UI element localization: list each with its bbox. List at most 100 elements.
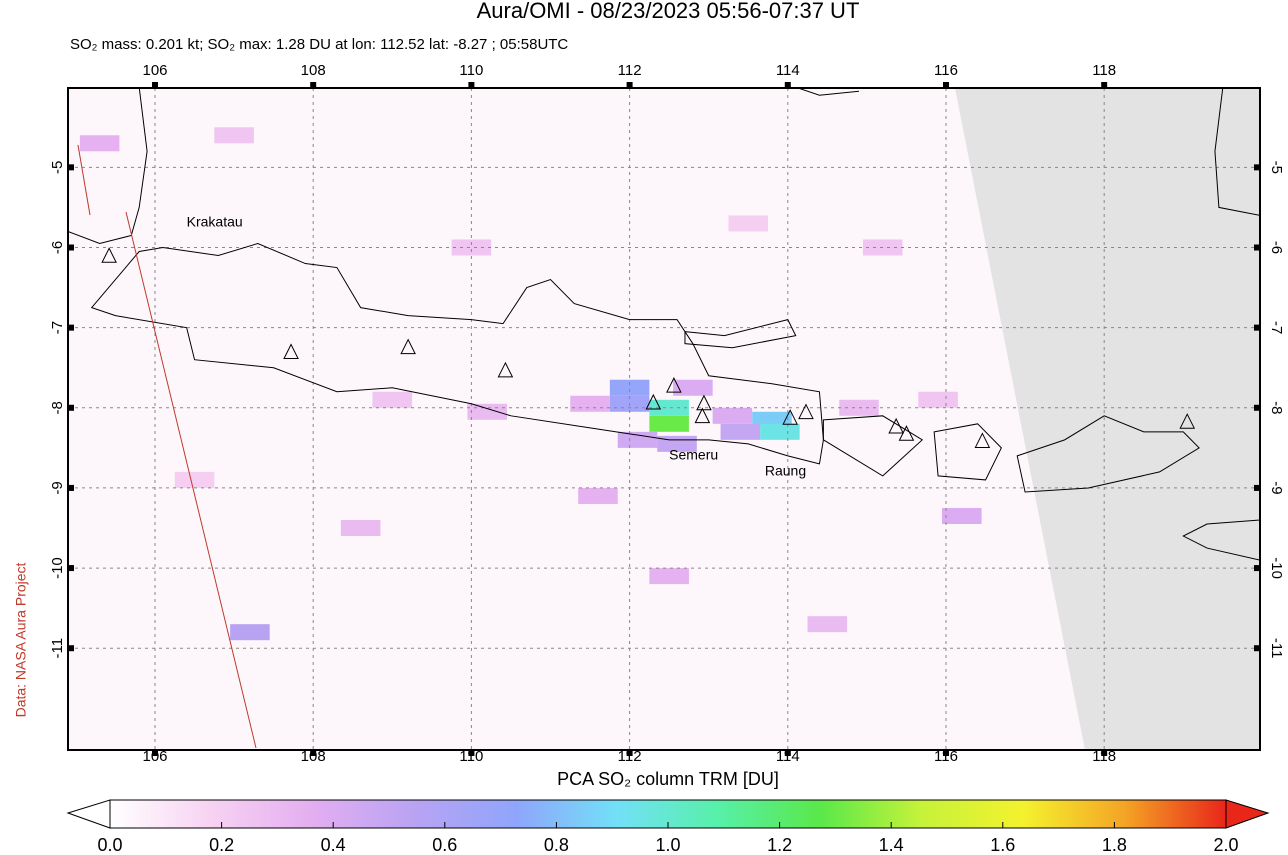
y-tick-label: -9 [1268, 481, 1285, 494]
volcano-marker [1179, 413, 1196, 429]
volcano-label: Semeru [669, 447, 718, 463]
volcano-marker [694, 407, 711, 424]
colorbar-tick-label: 0.8 [544, 835, 569, 855]
axes: 106 106 108 108 110 110 112 112 114 114 116 116 118 1… [49, 62, 1285, 765]
so2-pixel [649, 399, 689, 416]
coast-sumatra [68, 87, 147, 243]
y-tick-label: -10 [49, 557, 66, 579]
x-tick-label: 114 [776, 748, 800, 765]
y-tick-label: -9 [49, 481, 66, 494]
volcano-marker [696, 394, 712, 411]
so2-pixel [673, 379, 713, 396]
colorbar-tick-label: 0.6 [432, 835, 457, 855]
x-tick-label: 110 [459, 748, 483, 765]
volcano-marker [898, 425, 915, 441]
coast-madura [685, 320, 796, 348]
title: Aura/OMI - 08/23/2023 05:56-07:37 UT [477, 0, 860, 23]
colorbar-tick-label: 0.0 [97, 835, 122, 855]
y-tick-label: -7 [1268, 321, 1285, 334]
so2-pixel [712, 407, 753, 424]
so2-pixel [174, 471, 215, 488]
y-tick-label: -10 [1268, 557, 1285, 579]
colorbar-tick-label: 1.0 [655, 835, 680, 855]
x-tick-label: 112 [618, 748, 642, 765]
coast-java [92, 243, 824, 463]
so2-pixel [617, 431, 658, 448]
volcano-marker [101, 247, 117, 263]
so2-pixel [728, 215, 769, 232]
volcano-marker [974, 432, 991, 448]
x-tick-label: 108 [301, 748, 326, 765]
orbit-edge [125, 211, 257, 749]
so2-pixel [649, 568, 689, 585]
y-tick-label: -7 [49, 321, 66, 334]
so2-pixel [807, 616, 848, 633]
so2-pixel [942, 507, 982, 524]
x-tick-label: 112 [618, 62, 642, 79]
coast-kalimantan [796, 87, 859, 95]
volcano-marker [645, 393, 662, 410]
colorbar-tick-label: 1.2 [767, 835, 792, 855]
x-tick-label: 118 [1092, 62, 1116, 79]
colorbar-ticks: 0.0 0.2 0.4 0.6 0.8 1.0 1.2 1.4 1.6 1.8 2.0 [97, 822, 1239, 855]
colorbar-max-arrow [1225, 799, 1270, 829]
x-tick-label: 106 [142, 748, 167, 765]
colorbar-tick-label: 0.4 [321, 835, 346, 855]
x-tick-label: 108 [301, 62, 326, 79]
volcano-marker [888, 417, 904, 434]
coast-sulawesi [1215, 87, 1260, 215]
y-tick-label: -5 [1268, 161, 1285, 174]
volcano-marker [798, 403, 814, 420]
so2-pixel [570, 395, 610, 412]
so2-pixel [720, 423, 761, 440]
credit: Data: NASA Aura Project [13, 562, 29, 717]
so2-pixel [918, 391, 958, 408]
y-tick-label: -6 [49, 241, 66, 254]
so2-pixel [467, 403, 507, 420]
x-tick-label: 110 [459, 62, 483, 79]
so2-pixel [79, 135, 120, 152]
so2-pixel [839, 399, 879, 416]
x-tick-label: 116 [934, 62, 958, 79]
so2-pixel [372, 391, 413, 408]
so2-pixel [578, 487, 618, 504]
coast-sumbawa [1017, 416, 1199, 492]
coast-lombok [934, 424, 1001, 480]
so2-pixels [79, 127, 982, 641]
y-tick-label: -11 [1268, 638, 1285, 659]
volcano-label: Krakatau [187, 213, 243, 229]
y-tick-label: -8 [49, 401, 66, 414]
y-tick-label: -6 [1268, 241, 1285, 254]
volcano-marker [782, 409, 798, 425]
volcanoes: Krakatau Semeru Raung [101, 213, 1196, 479]
subtitle: SO₂ mass: 0.201 kt; SO₂ max: 1.28 DU at … [70, 36, 568, 53]
volcano-marker [666, 377, 682, 393]
map-area: Krakatau Semeru Raung [68, 87, 1260, 750]
y-tick-label: -5 [49, 161, 66, 174]
colorbar-tick-label: 2.0 [1213, 835, 1238, 855]
so2-pixel [760, 423, 800, 440]
coast-bali [823, 416, 922, 476]
volcano-label: Raung [765, 463, 806, 479]
colorbar-tick-label: 1.8 [1102, 835, 1127, 855]
x-tick-label: 106 [142, 62, 167, 79]
colorbar-label: PCA SO₂ column TRM [DU] [557, 769, 779, 789]
colorbar-tick-label: 1.4 [879, 835, 904, 855]
volcano-marker [283, 343, 299, 359]
colorbar-tick-label: 1.6 [990, 835, 1015, 855]
coastlines [68, 87, 1260, 560]
so2-pixel [214, 127, 254, 144]
so2-pixel [451, 239, 492, 256]
so2-pixel [230, 624, 270, 641]
colorbar-min-arrow [66, 799, 111, 829]
y-tick-label: -8 [1268, 401, 1285, 414]
volcano-marker [497, 361, 514, 378]
so2-pixel [340, 519, 381, 537]
so2-pixel [609, 379, 650, 396]
x-tick-label: 114 [776, 62, 800, 79]
so2-pixel [649, 415, 689, 432]
no-data-region [955, 88, 1260, 750]
map-frame [67, 87, 1261, 751]
